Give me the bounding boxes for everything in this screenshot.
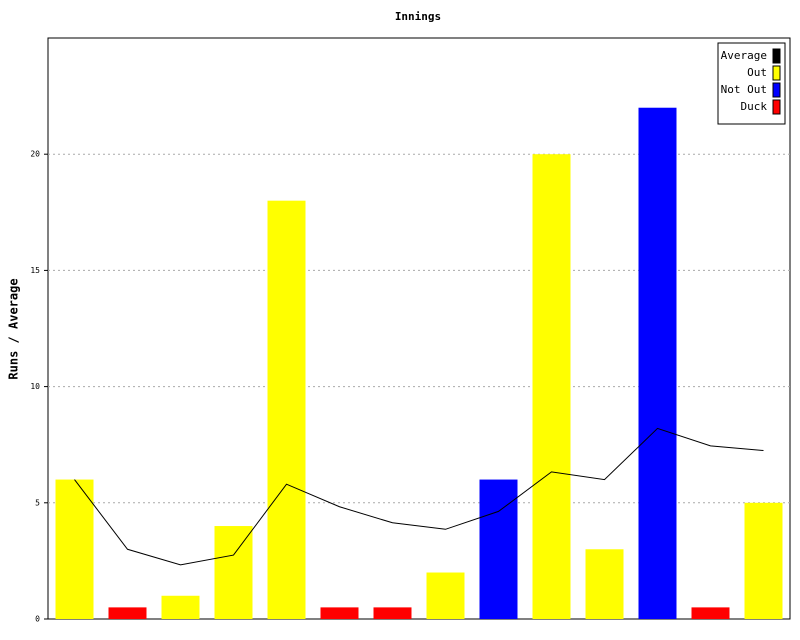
y-tick-label: 15: [30, 266, 40, 275]
y-tick-label: 0: [35, 615, 40, 624]
average-line: [74, 427, 764, 566]
y-tick-label: 10: [30, 382, 40, 391]
bar: [479, 479, 518, 619]
bar: [214, 526, 253, 619]
legend-swatch: [772, 48, 781, 64]
bar: [585, 549, 624, 619]
bar: [108, 607, 147, 619]
bar: [744, 502, 783, 619]
legend-swatch: [772, 65, 781, 81]
bar: [55, 479, 94, 619]
chart-title: Innings: [395, 10, 441, 23]
legend-label: Duck: [741, 100, 768, 113]
legend-swatch: [772, 99, 781, 115]
legend-swatch: [772, 82, 781, 98]
bar: [532, 154, 571, 619]
plot-area: [47, 37, 791, 620]
legend-label: Not Out: [721, 83, 767, 96]
bar: [267, 200, 306, 619]
legend-label: Out: [747, 66, 767, 79]
bar: [320, 607, 359, 619]
bar: [426, 572, 465, 619]
bar: [373, 607, 412, 619]
legend-label: Average: [721, 49, 767, 62]
bar: [161, 595, 200, 619]
bar: [638, 107, 677, 619]
y-tick-label: 5: [35, 498, 40, 507]
bar: [691, 607, 730, 619]
y-axis-label: Runs / Average: [7, 278, 21, 379]
y-tick-label: 20: [30, 150, 40, 159]
